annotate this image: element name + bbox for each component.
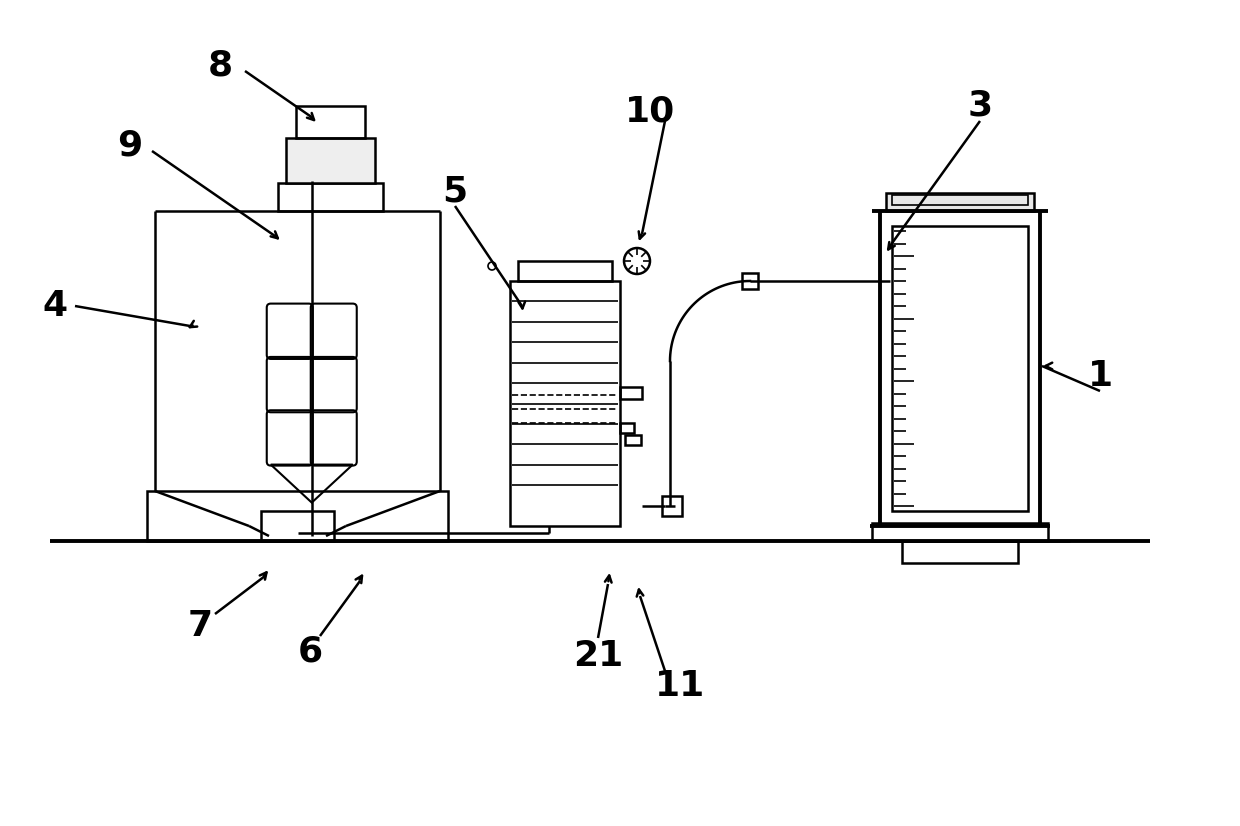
Bar — [510, 281, 620, 526]
Circle shape — [624, 248, 650, 274]
Text: 7: 7 — [187, 609, 212, 643]
Text: 21: 21 — [573, 639, 624, 673]
Bar — [662, 496, 682, 516]
Text: 8: 8 — [207, 49, 233, 83]
Bar — [278, 183, 383, 211]
Bar — [892, 195, 1028, 205]
Bar — [295, 106, 365, 138]
Circle shape — [489, 262, 496, 270]
Bar — [742, 273, 758, 289]
Text: 10: 10 — [625, 94, 675, 128]
Text: 5: 5 — [443, 174, 467, 208]
Text: 4: 4 — [42, 289, 67, 323]
Text: 11: 11 — [655, 669, 706, 703]
Bar — [620, 423, 634, 433]
Text: 6: 6 — [298, 634, 322, 668]
Text: 3: 3 — [967, 89, 992, 123]
Text: 1: 1 — [1087, 359, 1112, 393]
Bar — [901, 541, 1018, 563]
Bar — [518, 261, 613, 281]
Bar — [625, 435, 641, 445]
Bar — [285, 138, 374, 183]
Text: 9: 9 — [118, 129, 143, 163]
Bar — [887, 193, 1034, 211]
Bar — [872, 523, 1048, 541]
Bar — [892, 226, 1028, 511]
Bar — [260, 511, 334, 541]
Bar — [148, 491, 448, 541]
Bar — [620, 387, 642, 399]
